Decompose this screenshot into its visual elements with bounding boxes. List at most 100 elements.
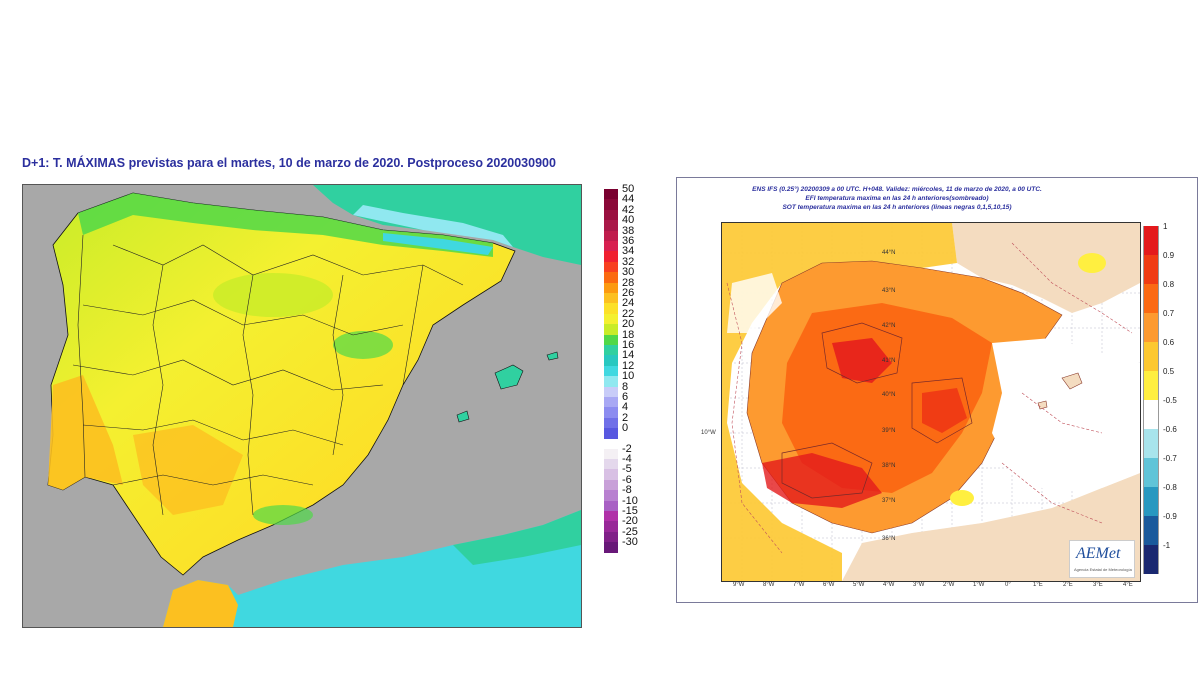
- right-legend-swatch: [1143, 371, 1159, 400]
- left-legend-swatch: [604, 324, 618, 336]
- left-legend-swatch: [604, 376, 618, 388]
- left-legend-swatch: [604, 448, 618, 460]
- left-legend-label: -5: [622, 463, 632, 476]
- lat-label-37: 37°N: [882, 498, 896, 504]
- left-legend-label: 4: [622, 401, 629, 414]
- left-legend-label: -10: [622, 494, 638, 507]
- aemet-logo: AEMet Agencia Estatal de Meteorología: [1069, 540, 1135, 578]
- left-legend-label: 38: [622, 224, 635, 237]
- left-legend-swatch: [604, 293, 618, 304]
- left-legend-swatch: [604, 261, 618, 273]
- left-legend-label: -25: [622, 525, 638, 538]
- left-legend-swatch: [604, 230, 618, 242]
- left-legend-swatch: [604, 386, 618, 398]
- right-legend-label: 1: [1163, 222, 1168, 231]
- left-legend-label: 32: [622, 255, 635, 268]
- left-legend-label: 20: [622, 318, 635, 331]
- left-legend-label: 30: [622, 266, 635, 279]
- left-legend-swatch: [604, 407, 618, 419]
- right-title-line-3: SOT temperatura maxima en las 24 h anter…: [782, 204, 1012, 211]
- lon-label-1e: 1°E: [1033, 582, 1043, 588]
- right-legend-label: 0.8: [1163, 280, 1175, 289]
- left-legend-swatch: [604, 459, 618, 470]
- left-legend-label: -8: [622, 484, 632, 497]
- left-legend: 50 44 42 40 38 36 34 32 30 28 26 24 22 20 18 16 14 12 10 8 6…: [600, 184, 670, 629]
- left-legend-swatch: [604, 251, 618, 263]
- lon-label-4e: 4°E: [1123, 582, 1133, 588]
- left-legend-label: 16: [622, 339, 635, 351]
- left-legend-label: 14: [622, 349, 635, 362]
- left-legend-label: 24: [622, 297, 635, 310]
- left-legend-label: 6: [622, 391, 629, 403]
- right-legend-swatch: [1143, 545, 1159, 574]
- menorca: [546, 351, 559, 361]
- lon-label-7w: 7°W: [793, 582, 805, 588]
- aemet-logo-subtext: Agencia Estatal de Meteorología: [1074, 567, 1132, 572]
- lat-label-43: 43°N: [882, 288, 896, 294]
- right-legend-label: -0.7: [1163, 454, 1177, 463]
- left-legend-swatch: [604, 272, 618, 284]
- left-legend-swatch: [604, 334, 618, 346]
- right-legend-label: 0.6: [1163, 338, 1175, 347]
- right-legend-label: 0.5: [1163, 367, 1175, 376]
- right-efi-map: [721, 222, 1141, 582]
- left-legend-label: 22: [622, 307, 635, 320]
- left-legend-label: 40: [622, 214, 635, 227]
- lat-label-38: 38°N: [882, 463, 896, 469]
- right-legend-swatch: [1143, 226, 1159, 255]
- lon-label-5w: 5°W: [853, 582, 865, 588]
- province-borders: [72, 234, 464, 516]
- ibiza: [456, 410, 470, 423]
- left-legend-swatch: [604, 199, 618, 211]
- left-legend-label: 50: [622, 183, 635, 195]
- lon-label-3e: 3°E: [1093, 582, 1103, 588]
- left-legend-swatch: [604, 220, 618, 232]
- left-legend-label: -6: [622, 473, 632, 486]
- left-legend-label: 26: [622, 287, 635, 299]
- lon-label-8w: 8°W: [763, 582, 775, 588]
- lon-label-1w: 1°W: [973, 582, 985, 588]
- lon-label-6w: 6°W: [823, 582, 835, 588]
- right-legend-swatch: [1143, 429, 1159, 458]
- left-legend-swatch: [604, 282, 618, 294]
- left-legend-swatch: [604, 241, 618, 252]
- left-legend-swatch: [604, 428, 618, 440]
- right-legend-swatch: [1143, 342, 1159, 371]
- left-legend-label: -30: [622, 536, 638, 549]
- mallorca: [494, 364, 524, 390]
- left-legend-swatch: [604, 303, 618, 315]
- left-legend-swatch: [604, 511, 618, 522]
- lon-label-0: 0°: [1005, 582, 1011, 588]
- right-title-line-1: ENS IFS (0.25°) 20200309 a 00 UTC. H+048…: [752, 186, 1042, 193]
- right-legend-swatch: [1143, 458, 1159, 487]
- left-temperature-map: [22, 184, 582, 628]
- right-legend-label: -1: [1163, 541, 1171, 550]
- left-legend-swatch: [604, 500, 618, 512]
- dashed-contours: [726, 242, 1133, 554]
- lat-label-41: 41°N: [882, 358, 896, 364]
- left-legend-label: 42: [622, 203, 635, 216]
- left-legend-swatch: [604, 355, 618, 367]
- right-legend-label: -0.8: [1163, 483, 1177, 492]
- left-legend-label: 18: [622, 328, 635, 341]
- right-title-line-2: EFI temperatura maxima en las 24 h anter…: [805, 195, 989, 202]
- left-legend-label: 34: [622, 245, 635, 258]
- lon-label-4w: 4°W: [883, 582, 895, 588]
- france-land: [952, 223, 1140, 313]
- left-legend-swatch: [604, 542, 618, 554]
- left-legend-swatch: [604, 313, 618, 325]
- north-africa-land: [163, 510, 581, 627]
- left-legend-swatch: [604, 189, 618, 200]
- left-legend-swatch: [604, 490, 618, 502]
- right-legend-label: -0.5: [1163, 396, 1177, 405]
- left-legend-label: 12: [622, 359, 635, 372]
- lat-label-44: 44°N: [882, 250, 896, 256]
- right-legend-swatch: [1143, 284, 1159, 313]
- left-legend-label: 8: [622, 380, 629, 393]
- side-lon-label: 10°W: [701, 430, 716, 436]
- left-legend-label: 36: [622, 235, 635, 247]
- lon-label-9w: 9°W: [733, 582, 745, 588]
- right-legend-swatch: [1143, 313, 1159, 342]
- left-legend-label: 2: [622, 411, 629, 424]
- right-legend-swatch: [1143, 516, 1159, 545]
